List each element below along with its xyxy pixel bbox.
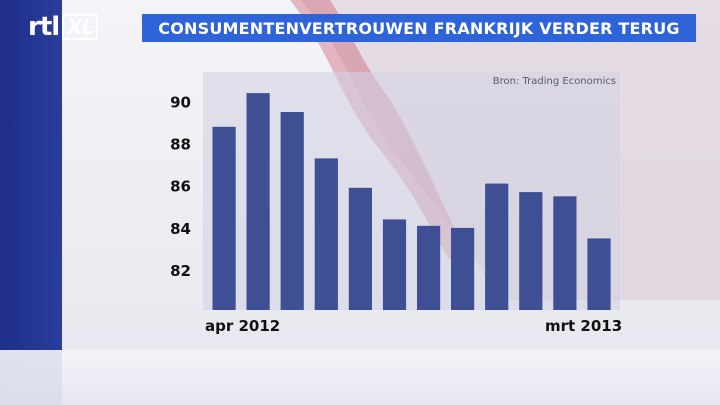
logo-xl-badge: XL	[62, 14, 99, 40]
flag-blue-band	[0, 0, 62, 405]
bottom-band	[0, 350, 720, 405]
y-tick-label: 86	[170, 178, 191, 196]
bar-9	[485, 183, 509, 310]
bar-7	[417, 225, 441, 310]
bar-11	[553, 196, 577, 310]
headline-title: CONSUMENTENVERTROUWEN FRANKRIJK VERDER T…	[158, 18, 680, 38]
bar-3	[280, 112, 304, 310]
y-tick-label: 82	[170, 262, 191, 280]
x-tick-first: apr 2012	[205, 317, 281, 335]
bar-2	[246, 93, 270, 310]
channel-logo: rtl XL	[28, 12, 99, 42]
bar-10	[519, 192, 543, 310]
chart-source: Bron: Trading Economics	[492, 76, 616, 87]
logo-rtl-text: rtl	[28, 12, 60, 42]
bar-6	[382, 219, 407, 310]
chart-panel	[203, 72, 620, 310]
y-tick-label: 84	[170, 220, 191, 238]
y-tick-label: 90	[170, 94, 191, 112]
bar-5	[348, 187, 372, 310]
bar-12	[587, 238, 611, 310]
x-tick-last: mrt 2013	[545, 317, 623, 335]
y-tick-label: 88	[170, 136, 191, 154]
headline-banner: CONSUMENTENVERTROUWEN FRANKRIJK VERDER T…	[142, 14, 696, 42]
bar-1	[212, 126, 236, 310]
bar-8	[451, 227, 475, 310]
bar-4	[314, 158, 338, 310]
